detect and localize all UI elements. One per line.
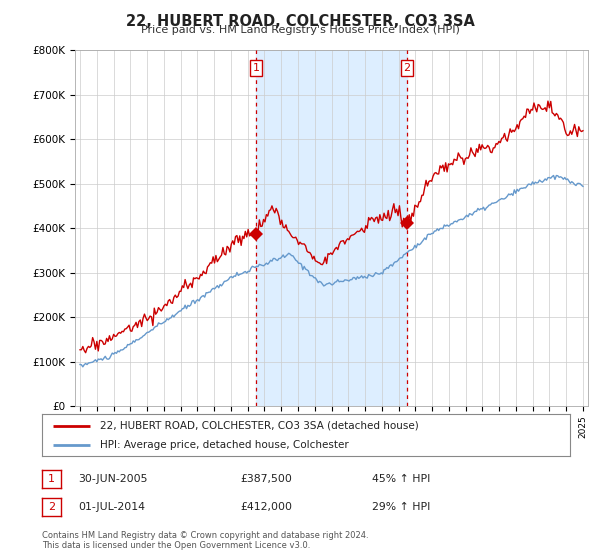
Text: 30-JUN-2005: 30-JUN-2005 [78, 474, 148, 484]
Text: Price paid vs. HM Land Registry's House Price Index (HPI): Price paid vs. HM Land Registry's House … [140, 25, 460, 35]
Text: Contains HM Land Registry data © Crown copyright and database right 2024.
This d: Contains HM Land Registry data © Crown c… [42, 530, 368, 550]
Text: 22, HUBERT ROAD, COLCHESTER, CO3 3SA: 22, HUBERT ROAD, COLCHESTER, CO3 3SA [125, 14, 475, 29]
Text: 29% ↑ HPI: 29% ↑ HPI [372, 502, 430, 512]
Text: 22, HUBERT ROAD, COLCHESTER, CO3 3SA (detached house): 22, HUBERT ROAD, COLCHESTER, CO3 3SA (de… [100, 421, 419, 431]
Bar [256, 50, 407, 406]
Text: 1: 1 [48, 474, 55, 484]
Text: £387,500: £387,500 [240, 474, 292, 484]
Text: 2: 2 [48, 502, 55, 512]
Text: HPI: Average price, detached house, Colchester: HPI: Average price, detached house, Colc… [100, 440, 349, 450]
Text: 2: 2 [403, 63, 410, 73]
Text: 45% ↑ HPI: 45% ↑ HPI [372, 474, 430, 484]
Text: 1: 1 [253, 63, 260, 73]
Text: 01-JUL-2014: 01-JUL-2014 [78, 502, 145, 512]
Text: £412,000: £412,000 [240, 502, 292, 512]
